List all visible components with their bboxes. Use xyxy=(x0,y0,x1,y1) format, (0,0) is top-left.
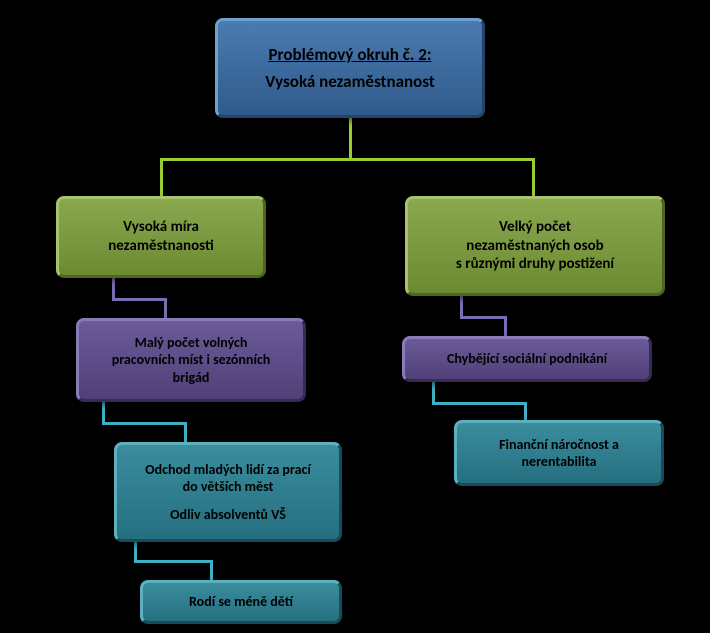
connector xyxy=(102,422,186,425)
connector xyxy=(164,298,167,320)
connector xyxy=(532,158,535,196)
t1-line2: do větších měst xyxy=(183,478,274,496)
connector xyxy=(160,158,163,196)
t3-line2: nerentabilita xyxy=(522,453,597,471)
p2-line1: Chybějící sociální podnikání xyxy=(447,350,607,368)
t1-line3: Odliv absolventů VŠ xyxy=(170,506,286,524)
connector xyxy=(432,382,435,404)
connector xyxy=(504,316,507,338)
g2-line1: Velký počet xyxy=(499,218,571,237)
p1-line1: Malý počet volných xyxy=(135,334,248,352)
p1-line2: pracovních míst i sezónních xyxy=(112,351,271,369)
g2-line3: s různými druhy postižení xyxy=(456,255,614,274)
t2-line1: Rodí se méně dětí xyxy=(189,593,293,611)
root-title-line2: Vysoká nezaměstnanost xyxy=(265,71,434,92)
t3-line1: Finanční náročnost a xyxy=(499,436,619,454)
p1-line3: brigád xyxy=(173,369,210,387)
node-green-2: Velký počet nezaměstnaných osob s různým… xyxy=(405,196,665,296)
connector xyxy=(160,158,535,161)
node-teal-2: Rodí se méně dětí xyxy=(140,580,342,624)
t1-line1: Odchod mladých lidí za prací xyxy=(145,461,311,479)
node-purple-2: Chybějící sociální podnikání xyxy=(402,336,652,382)
connector xyxy=(112,278,115,300)
connector xyxy=(184,422,187,444)
connector xyxy=(432,402,526,405)
node-root: Problémový okruh č. 2: Vysoká nezaměstna… xyxy=(215,18,485,118)
node-teal-1: Odchod mladých lidí za prací do větších … xyxy=(114,442,342,542)
connector xyxy=(349,118,352,158)
connector xyxy=(210,560,213,582)
g2-line2: nezaměstnaných osob xyxy=(466,237,603,256)
connector xyxy=(102,402,105,424)
connector xyxy=(134,560,212,563)
g1-line2: nezaměstnanosti xyxy=(108,237,214,256)
node-purple-1: Malý počet volných pracovních míst i sez… xyxy=(76,318,306,402)
connector xyxy=(460,296,463,318)
g1-line1: Vysoká míra xyxy=(123,218,199,237)
node-green-1: Vysoká míra nezaměstnanosti xyxy=(56,196,266,278)
node-teal-3: Finanční náročnost a nerentabilita xyxy=(454,420,664,486)
connector xyxy=(112,298,166,301)
connector xyxy=(460,316,506,319)
connector xyxy=(134,542,137,562)
root-title-line1: Problémový okruh č. 2: xyxy=(268,44,431,65)
